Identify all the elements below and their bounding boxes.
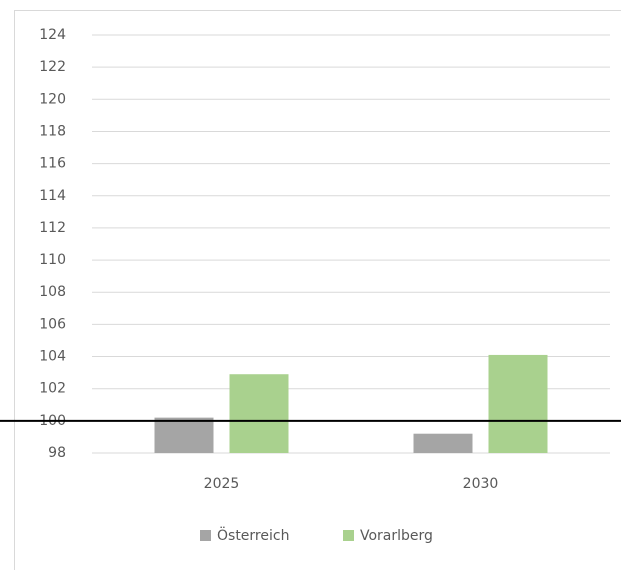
x-tick-label: 2030 xyxy=(463,476,499,492)
y-tick-label: 98 xyxy=(48,445,66,461)
bar xyxy=(229,374,289,453)
legend-label: Vorarlberg xyxy=(360,528,433,544)
y-tick-label: 112 xyxy=(39,220,66,236)
y-tick-label: 108 xyxy=(39,284,66,300)
chart-frame xyxy=(14,10,621,570)
y-tick-label: 110 xyxy=(39,252,66,268)
legend-swatch xyxy=(343,530,354,541)
y-tick-label: 106 xyxy=(39,316,66,332)
bar xyxy=(488,354,548,453)
bar xyxy=(154,417,214,453)
y-tick-label: 118 xyxy=(39,123,66,139)
y-tick-label: 122 xyxy=(39,59,66,75)
legend-swatch xyxy=(200,530,211,541)
legend-label: Österreich xyxy=(217,526,289,544)
bar xyxy=(413,433,473,453)
y-tick-label: 124 xyxy=(39,27,66,43)
y-tick-label: 120 xyxy=(39,91,66,107)
y-tick-label: 104 xyxy=(39,349,66,365)
y-tick-label: 116 xyxy=(39,156,66,172)
y-tick-label: 102 xyxy=(39,381,66,397)
x-tick-label: 2025 xyxy=(204,476,240,492)
y-tick-label: 114 xyxy=(39,188,66,204)
